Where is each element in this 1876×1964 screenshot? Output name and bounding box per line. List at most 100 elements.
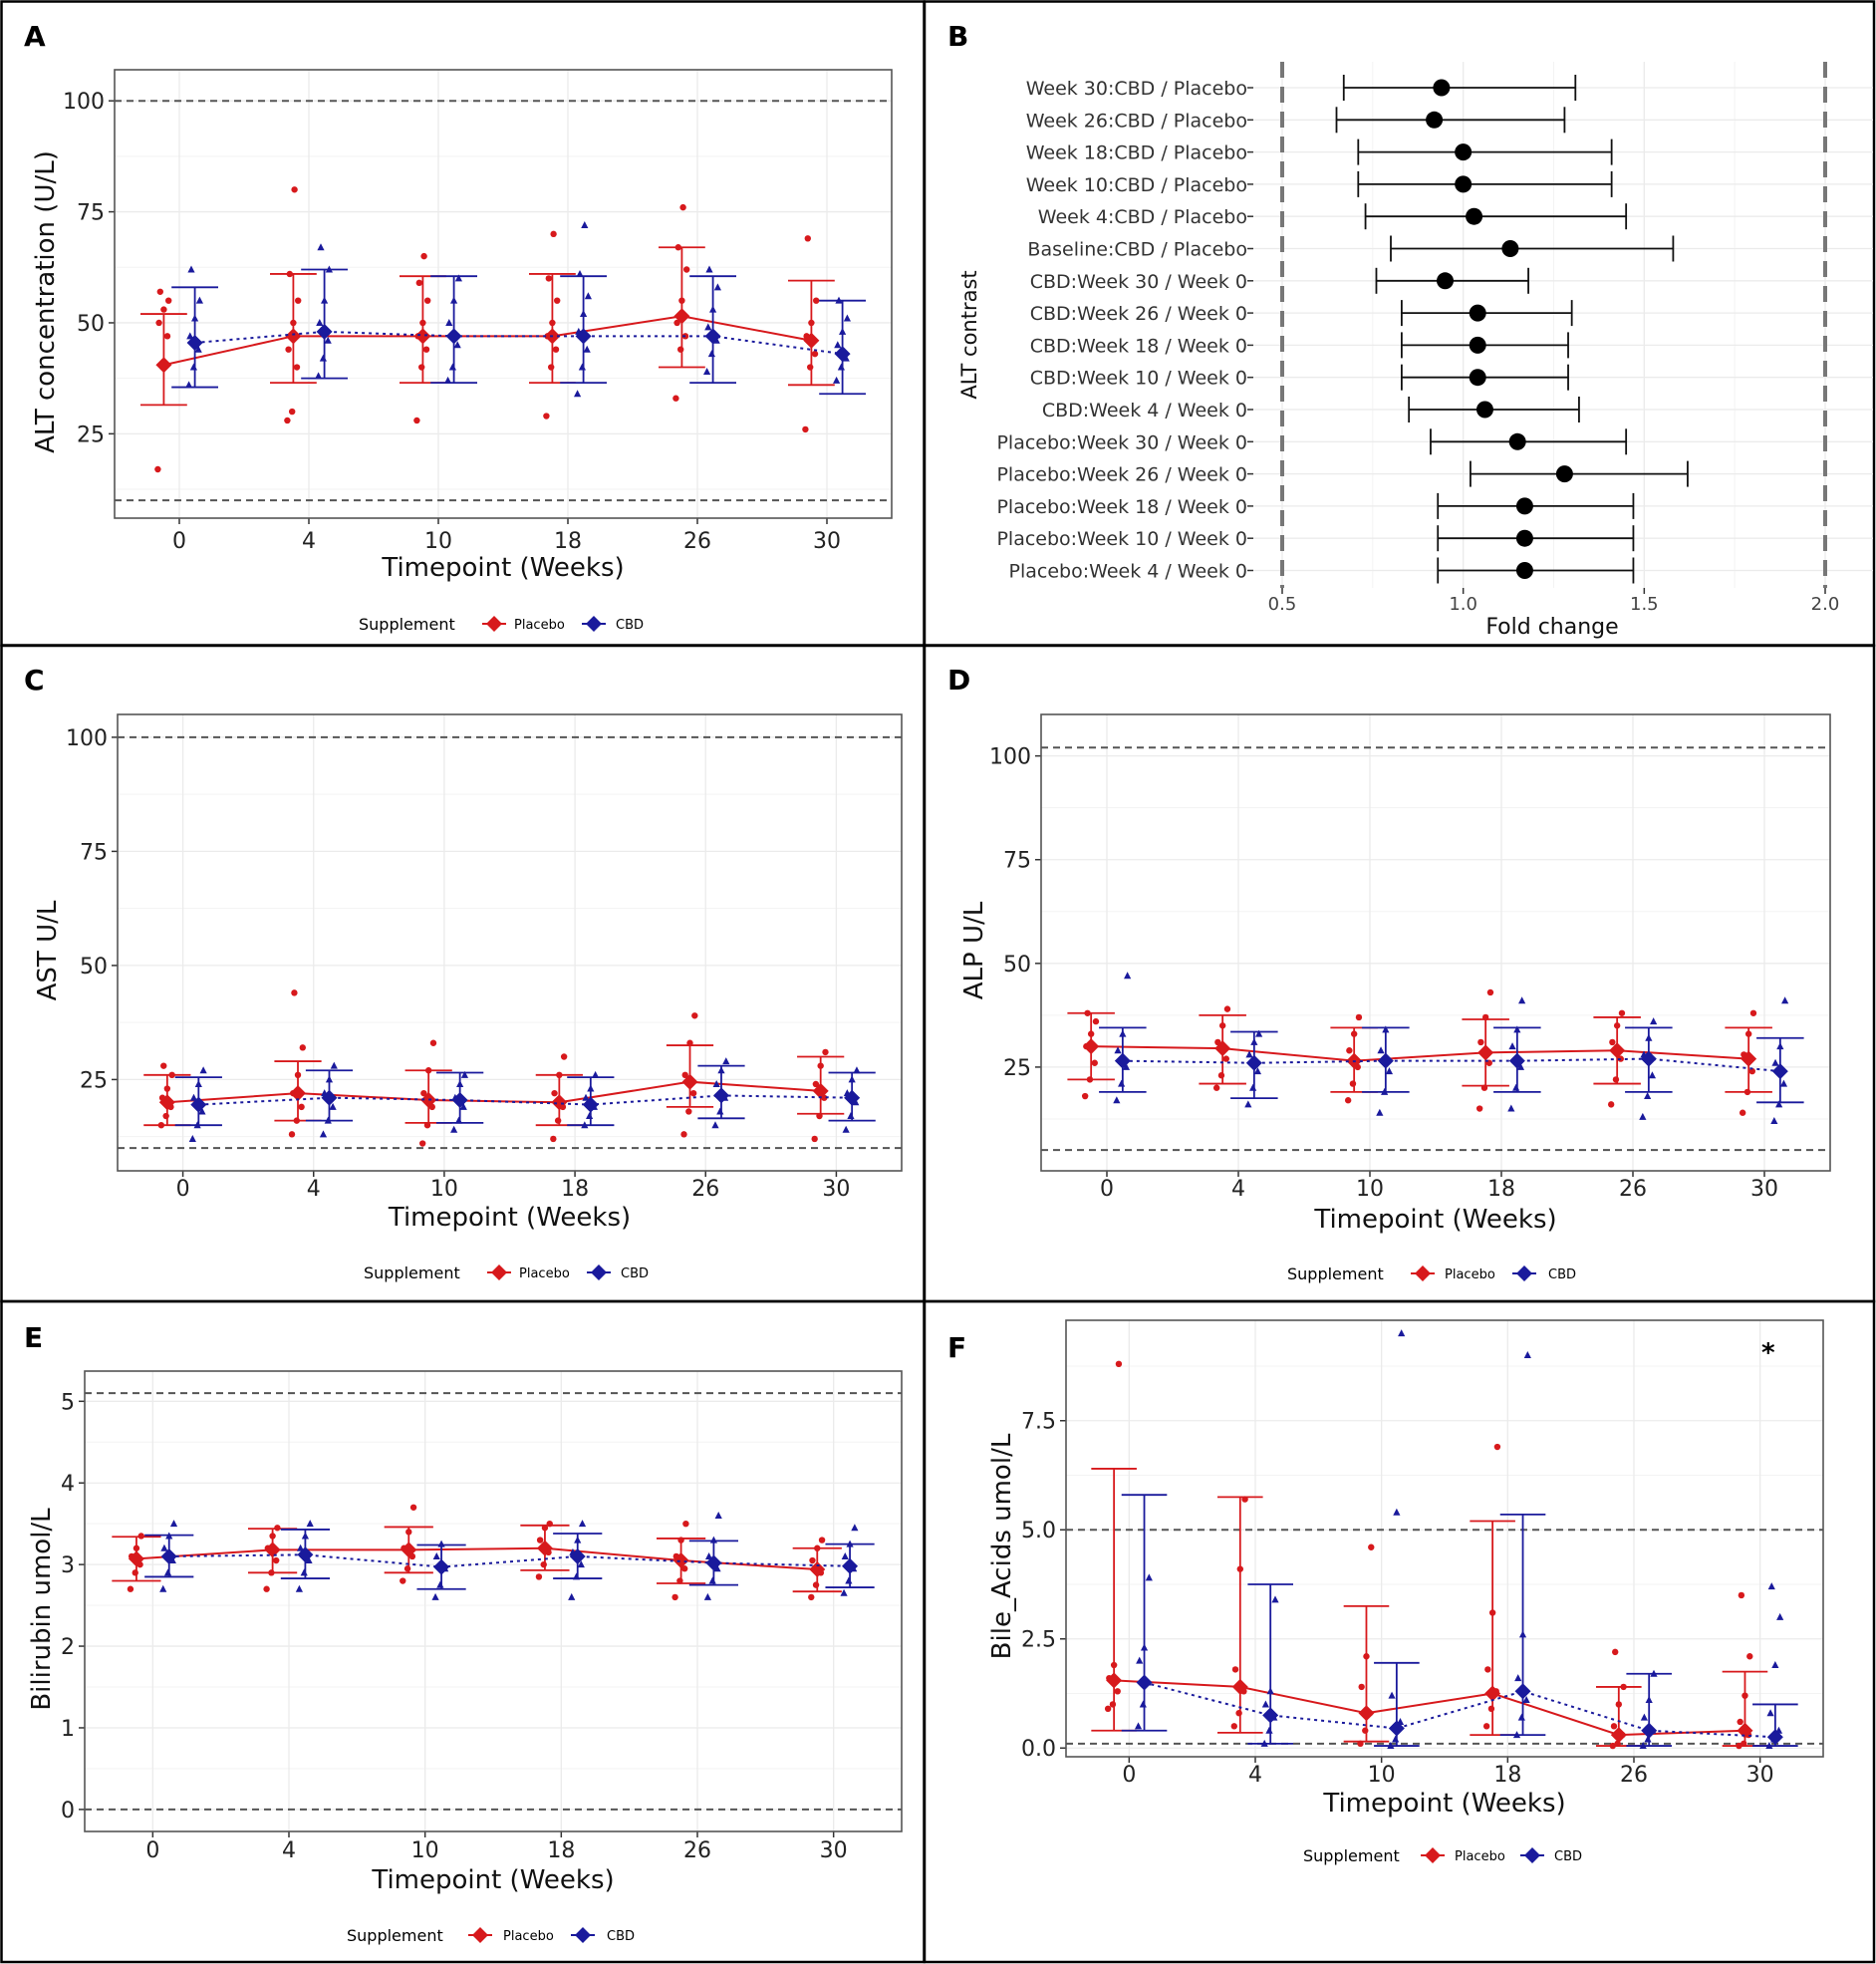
mean-marker (186, 335, 203, 352)
legend-title: Supplement (364, 1263, 460, 1282)
legend-title: Supplement (1287, 1264, 1384, 1283)
data-point (330, 1061, 338, 1069)
data-point (185, 381, 193, 389)
contrast-label: Placebo:Week 4 / Week 0 (1009, 561, 1247, 583)
mean-marker (190, 1096, 207, 1113)
mean-marker (1514, 1683, 1531, 1700)
x-tick-label: 30 (813, 529, 841, 554)
chart-alt: 25 50 75 100 0 4 10 18 26 30 Timepoint (Weeks) ALT … (31, 69, 893, 583)
legend-placebo-label: Placebo (503, 1929, 554, 1944)
data-point (413, 417, 420, 424)
mean-marker (160, 1547, 177, 1564)
x-axis-title: Timepoint (Weeks) (1322, 1789, 1565, 1819)
legend-cbd-label: CBD (621, 1266, 649, 1281)
mean-marker (705, 1554, 722, 1571)
y-tick-label: 25 (77, 422, 105, 447)
data-point (1771, 1661, 1779, 1669)
data-point (554, 297, 561, 304)
plot-frame (114, 69, 893, 519)
mean-marker (842, 1557, 859, 1574)
forest-row: Week 30:CBD / Placebo (1026, 75, 1577, 101)
data-point (681, 1071, 688, 1079)
mean-line (198, 1094, 853, 1106)
data-point (1523, 1351, 1531, 1359)
data-point (1737, 1718, 1743, 1726)
legend-placebo-diamond-icon (491, 1264, 507, 1280)
x-axis-title: Timepoint (Weeks) (381, 553, 624, 583)
data-point (1235, 1710, 1242, 1717)
data-point (431, 1592, 439, 1600)
series-cbd (174, 1057, 876, 1142)
x-tick-label: 26 (683, 529, 711, 554)
series-placebo (140, 186, 835, 473)
mean-marker (712, 1087, 729, 1104)
chart-alt-contrast-forest: Week 30:CBD / Placebo Week 26:CBD / Place… (957, 62, 1873, 640)
y-tick-label: 0.0 (1021, 1737, 1056, 1762)
forest-row: Week 4:CBD / Placebo (1038, 203, 1628, 230)
point-estimate (1437, 272, 1454, 290)
data-point (1109, 1701, 1117, 1708)
data-point (671, 1593, 678, 1601)
panel-label-b: B (947, 20, 968, 53)
data-point (420, 1089, 427, 1097)
data-point (550, 1135, 557, 1143)
forest-row: Placebo:Week 4 / Week 0 (1009, 557, 1635, 584)
data-point (833, 376, 841, 384)
data-point (1388, 1691, 1396, 1699)
y-axis-title: AST U/L (33, 900, 63, 1000)
data-point (843, 314, 851, 322)
data-point (420, 252, 427, 260)
y-tick-label: 5 (61, 1390, 75, 1415)
data-point (1486, 988, 1494, 996)
data-point (298, 1103, 305, 1111)
data-point (305, 1556, 313, 1564)
y-axis-title: Bile_Acids umol/L (987, 1433, 1017, 1659)
contrast-label: Week 18:CBD / Placebo (1026, 142, 1247, 164)
data-point (315, 372, 323, 380)
x-tick-label: 0 (1122, 1763, 1136, 1788)
data-point (1261, 1700, 1269, 1708)
data-point (672, 395, 679, 402)
data-point (1092, 1017, 1100, 1025)
forest-row: CBD:Week 4 / Week 0 (1042, 397, 1580, 422)
data-point (711, 1121, 719, 1129)
data-point (460, 1070, 469, 1078)
panel-label-a: A (24, 20, 46, 53)
data-point (1493, 1443, 1501, 1451)
data-point (1104, 1705, 1112, 1713)
mean-marker (1771, 1063, 1788, 1080)
x-tick-label: 10 (1368, 1763, 1396, 1788)
y-tick-label: 25 (1003, 1056, 1031, 1081)
data-point (1482, 1723, 1490, 1730)
data-point (453, 341, 461, 349)
point-estimate (1501, 240, 1519, 257)
data-point (1230, 1723, 1238, 1730)
data-point (551, 1089, 558, 1097)
mean-marker (1106, 1672, 1123, 1689)
data-point (1393, 1508, 1401, 1516)
data-point (289, 408, 296, 416)
mean-marker (1377, 1052, 1394, 1069)
data-point (1518, 996, 1526, 1004)
data-point (160, 1062, 167, 1069)
data-point (1609, 1038, 1616, 1046)
contrast-label: Placebo:Week 10 / Week 0 (996, 528, 1247, 550)
x-tick-label: 0 (172, 529, 186, 554)
data-point (165, 297, 172, 304)
forest-row: Placebo:Week 18 / Week 0 (996, 492, 1635, 519)
forest-row: Week 26:CBD / Placebo (1026, 107, 1566, 134)
data-point (188, 1134, 196, 1142)
panel-label-d: D (947, 664, 970, 697)
data-point (834, 341, 842, 349)
data-point (127, 1585, 134, 1592)
data-point (1770, 1117, 1778, 1125)
x-tick-label: 18 (561, 1177, 589, 1202)
y-tick-label: 50 (1003, 953, 1031, 978)
mean-marker (569, 1547, 586, 1564)
mean-marker (536, 1540, 553, 1556)
data-point (1271, 1595, 1279, 1603)
data-point (1253, 1067, 1262, 1075)
x-tick-label: 4 (302, 529, 316, 554)
mean-marker (575, 328, 592, 345)
mean-marker (1640, 1050, 1657, 1067)
